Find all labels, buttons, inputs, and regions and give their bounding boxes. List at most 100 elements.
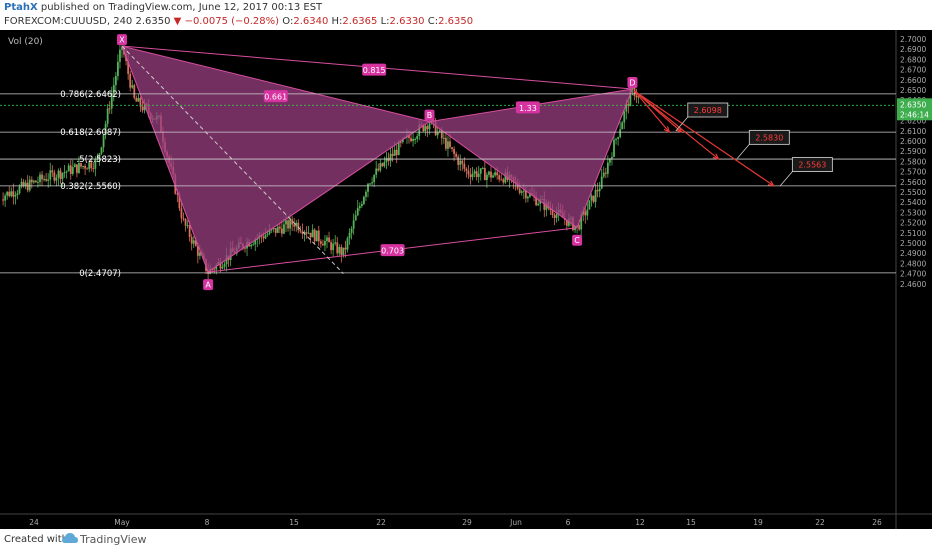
current-time-value: 2:46:14 — [900, 110, 929, 119]
candle-body — [196, 245, 199, 256]
candle-body — [26, 182, 29, 191]
publish-line: PtahX published on TradingView.com, June… — [4, 2, 322, 13]
candle-body — [393, 149, 396, 156]
candle-body — [98, 153, 101, 159]
target-callout-line — [780, 171, 793, 186]
candle-body — [381, 163, 384, 167]
price-tick-label: 2.5100 — [900, 229, 926, 238]
candle-body — [617, 137, 619, 139]
time-tick-label: 6 — [566, 518, 571, 527]
candle-body — [613, 139, 615, 157]
candle-body — [311, 229, 314, 238]
candle-body — [490, 171, 492, 178]
candle-body — [551, 210, 554, 216]
candle-body — [492, 175, 494, 178]
candle-body — [535, 196, 537, 206]
symbol-label[interactable]: FOREXCOM:CUUUSD, 240 — [4, 16, 133, 27]
pattern-point-label: D — [629, 78, 635, 87]
price-tick-label: 2.6200 — [900, 117, 926, 126]
candle-body — [565, 219, 568, 226]
candle-body — [76, 164, 78, 173]
candle-body — [619, 129, 622, 138]
candle-body — [473, 171, 476, 174]
candle-body — [354, 215, 357, 221]
candle-body — [301, 231, 304, 234]
candle-body — [317, 230, 320, 242]
candle-body — [272, 227, 275, 230]
candle-body — [92, 168, 95, 170]
projection-arrow-head — [712, 153, 720, 161]
candle-body — [467, 170, 470, 175]
candle-body — [428, 123, 431, 130]
candle-body — [30, 179, 33, 183]
candle-body — [609, 158, 611, 163]
candle-body — [262, 236, 265, 239]
high-label: H: — [331, 16, 343, 27]
price-tick-label: 2.4800 — [900, 259, 926, 268]
candle-body — [127, 61, 130, 74]
candle-body — [604, 172, 607, 174]
candle-body — [305, 232, 308, 234]
candle-body — [527, 196, 529, 199]
price-tick-label: 2.6100 — [900, 127, 926, 136]
time-tick-label: 8 — [205, 518, 210, 527]
candle-body — [53, 172, 56, 181]
open-value: 2.6340 — [293, 16, 329, 27]
candle-body — [135, 98, 138, 102]
candle-body — [100, 147, 103, 154]
tradingview-brand[interactable]: TradingView — [80, 533, 147, 546]
candle-body — [358, 205, 361, 209]
candle-body — [254, 239, 257, 245]
candle-body — [37, 182, 39, 184]
candle-body — [449, 141, 451, 148]
candle-body — [590, 195, 593, 201]
candle-body — [190, 236, 193, 244]
candle-body — [65, 171, 68, 173]
candle-body — [61, 172, 64, 179]
candle-body — [465, 168, 468, 171]
candle-body — [119, 49, 121, 62]
candle-body — [461, 160, 464, 164]
price-tick-label: 2.5600 — [900, 178, 926, 187]
author-name[interactable]: PtahX — [4, 2, 38, 13]
candle-body — [199, 252, 201, 256]
pattern-point-box — [117, 34, 127, 46]
candle-body — [82, 166, 84, 168]
candle-body — [106, 108, 109, 124]
candle-body — [293, 224, 296, 227]
price-chart[interactable]: Vol (20) 2.70002.69002.68002.67002.66002… — [0, 30, 932, 529]
candle-body — [16, 193, 19, 195]
candle-body — [35, 180, 37, 183]
candle-body — [59, 170, 62, 179]
candle-body — [84, 166, 86, 169]
candle-body — [436, 131, 439, 136]
candle-body — [71, 167, 74, 174]
candle-body — [623, 111, 626, 123]
current-price-value: 2.6350 — [900, 100, 926, 109]
candle-body — [498, 175, 501, 180]
candle-body — [278, 226, 281, 229]
candle-body — [131, 85, 134, 88]
candle-body — [594, 189, 597, 202]
candle-body — [194, 240, 197, 246]
candle-body — [8, 191, 11, 197]
candle-body — [307, 232, 310, 234]
candle-body — [488, 171, 490, 175]
candle-body — [422, 124, 425, 132]
target-callout-line — [675, 116, 689, 132]
candle-body — [276, 226, 279, 233]
candle-body — [39, 174, 41, 183]
candle-body — [73, 164, 76, 168]
candle-body — [391, 153, 394, 156]
price-tick-label: 2.5000 — [900, 239, 926, 248]
fib-level-label: 0.618(2.6087) — [60, 128, 121, 138]
candle-body — [424, 126, 427, 132]
candle-body — [363, 196, 365, 204]
target-box — [748, 129, 790, 145]
candle-body — [451, 147, 453, 150]
candle-body — [264, 234, 267, 239]
candle-body — [143, 103, 146, 111]
time-tick-label: May — [114, 518, 130, 527]
candle-body — [494, 172, 496, 176]
target-box — [791, 157, 833, 172]
